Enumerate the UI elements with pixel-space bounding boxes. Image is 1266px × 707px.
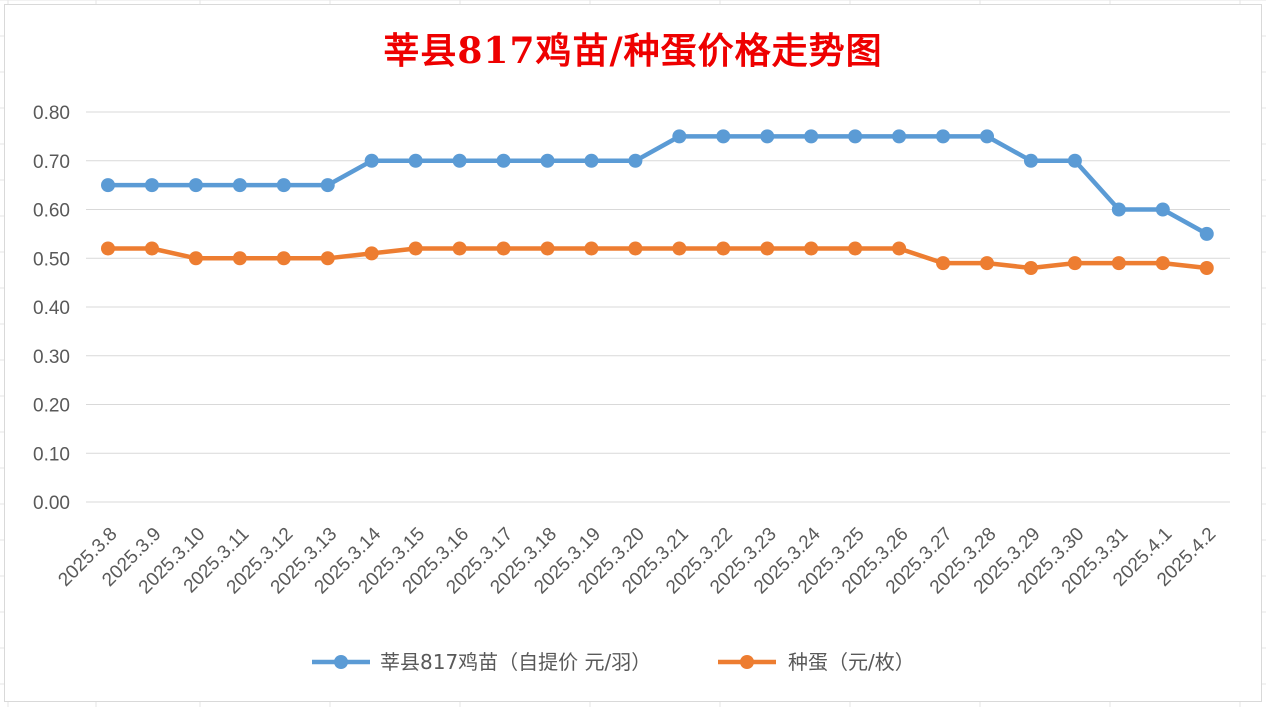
data-point[interactable] — [892, 241, 907, 256]
chart-area[interactable] — [4, 4, 1262, 702]
data-point[interactable] — [716, 129, 731, 144]
data-point[interactable] — [1111, 202, 1126, 217]
data-point[interactable] — [364, 246, 379, 261]
data-point[interactable] — [408, 153, 423, 168]
data-point[interactable] — [584, 153, 599, 168]
data-point[interactable] — [320, 251, 335, 266]
data-point[interactable] — [760, 241, 775, 256]
data-point[interactable] — [364, 153, 379, 168]
data-point[interactable] — [672, 129, 687, 144]
data-point[interactable] — [101, 178, 115, 193]
data-point[interactable] — [628, 153, 643, 168]
data-point[interactable] — [936, 256, 951, 271]
data-point[interactable] — [1199, 261, 1214, 275]
y-tick-label: 0.20 — [33, 396, 70, 417]
data-point[interactable] — [760, 129, 775, 144]
legend-label: 种蛋（元/枚） — [788, 650, 915, 674]
data-point[interactable] — [584, 241, 599, 256]
data-point[interactable] — [232, 178, 247, 193]
legend-item[interactable]: 莘县817鸡苗（自提价 元/羽） — [312, 650, 651, 674]
legend-item[interactable]: 种蛋（元/枚） — [718, 650, 915, 674]
data-point[interactable] — [101, 241, 115, 256]
y-tick-label: 0.30 — [33, 347, 70, 368]
data-point[interactable] — [188, 178, 203, 193]
y-tick-label: 0.00 — [33, 493, 70, 514]
series-2 — [101, 241, 1214, 275]
data-point[interactable] — [628, 241, 643, 256]
data-point[interactable] — [1023, 153, 1038, 168]
chart-title: 莘县817鸡苗/种蛋价格走势图 — [383, 30, 883, 72]
data-point[interactable] — [672, 241, 687, 256]
data-point[interactable] — [1067, 153, 1082, 168]
y-tick-label: 0.70 — [33, 152, 70, 173]
legend-marker — [334, 655, 348, 669]
data-point[interactable] — [276, 178, 291, 193]
data-point[interactable] — [452, 241, 467, 256]
data-point[interactable] — [144, 178, 159, 193]
series-line — [108, 246, 1208, 271]
data-point[interactable] — [716, 241, 731, 256]
data-point[interactable] — [1155, 256, 1170, 271]
series-line — [108, 134, 1208, 236]
data-point[interactable] — [276, 251, 291, 266]
data-point[interactable] — [804, 129, 819, 144]
data-point[interactable] — [144, 241, 159, 256]
y-tick-label: 0.50 — [33, 249, 70, 270]
data-point[interactable] — [188, 251, 203, 266]
data-point[interactable] — [1199, 226, 1214, 241]
data-point[interactable] — [980, 256, 994, 271]
data-point[interactable] — [232, 251, 247, 266]
data-point[interactable] — [496, 153, 511, 168]
data-point[interactable] — [804, 241, 819, 256]
series-1 — [101, 129, 1214, 241]
data-point[interactable] — [1155, 202, 1170, 217]
data-point[interactable] — [540, 153, 555, 168]
data-point[interactable] — [408, 241, 423, 256]
gridlines — [86, 111, 1230, 503]
data-point[interactable] — [848, 129, 863, 144]
data-point[interactable] — [980, 129, 994, 144]
data-point[interactable] — [540, 241, 555, 256]
data-point[interactable] — [892, 129, 907, 144]
y-tick-label: 0.80 — [33, 103, 70, 124]
data-point[interactable] — [1067, 256, 1082, 271]
data-point[interactable] — [452, 153, 467, 168]
y-tick-label: 0.10 — [33, 444, 70, 465]
data-point[interactable] — [1111, 256, 1126, 271]
legend: 莘县817鸡苗（自提价 元/羽） 种蛋（元/枚） — [312, 650, 915, 674]
data-point[interactable] — [1023, 261, 1038, 275]
y-tick-label: 0.60 — [33, 201, 70, 222]
data-point[interactable] — [496, 241, 511, 256]
data-point[interactable] — [936, 129, 951, 144]
y-tick-label: 0.40 — [33, 298, 70, 319]
legend-marker — [740, 655, 754, 669]
legend-label: 莘县817鸡苗（自提价 元/羽） — [380, 650, 651, 674]
data-point[interactable] — [320, 178, 335, 193]
data-point[interactable] — [848, 241, 863, 256]
